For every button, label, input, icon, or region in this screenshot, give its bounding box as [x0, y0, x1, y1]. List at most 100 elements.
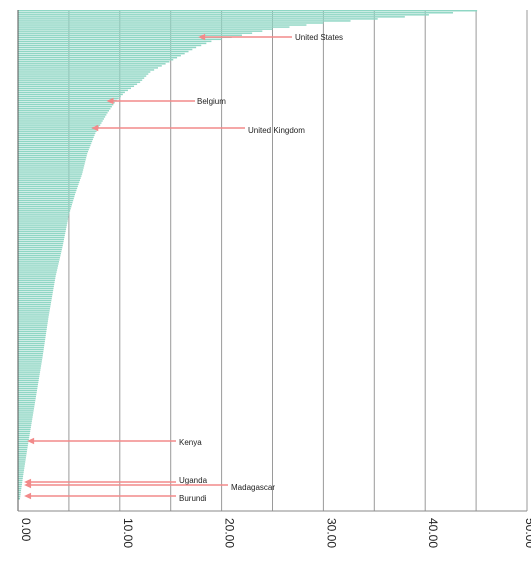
bar [18, 244, 63, 247]
bar [18, 440, 29, 443]
bar [18, 126, 100, 128]
bar [18, 477, 23, 480]
bar [18, 61, 170, 63]
bar [18, 32, 253, 34]
bar [18, 128, 98, 130]
bar [18, 81, 141, 83]
bar [18, 375, 40, 377]
bar [18, 442, 29, 445]
bar [18, 159, 86, 161]
bar [18, 434, 30, 437]
bar [18, 279, 55, 281]
bar [18, 322, 48, 324]
bar [18, 277, 56, 279]
bar [18, 479, 23, 482]
bar [18, 467, 25, 469]
bar [18, 120, 103, 122]
bar [18, 377, 40, 379]
bar [18, 206, 72, 208]
bar [18, 271, 57, 273]
bar [18, 459, 26, 461]
bar [18, 485, 22, 488]
bar [18, 183, 79, 186]
bar [18, 383, 39, 386]
bar [18, 424, 32, 426]
bar [18, 261, 59, 263]
bar [18, 146, 90, 149]
bar [18, 252, 61, 255]
bar [18, 26, 290, 28]
bar [18, 310, 50, 312]
bar [18, 179, 80, 181]
annotations: United States Belgium United Kingdom Kenya U… [24, 33, 343, 503]
bar [18, 412, 34, 414]
bar [18, 389, 38, 392]
bar [18, 150, 89, 153]
bar [18, 453, 27, 455]
bar [18, 273, 57, 275]
bar [18, 402, 35, 404]
bar [18, 367, 41, 369]
bar [18, 97, 119, 100]
bar [18, 473, 24, 475]
bar [18, 340, 45, 343]
bar [18, 36, 232, 39]
bar [18, 242, 64, 245]
bar [18, 344, 45, 347]
bar [18, 491, 21, 494]
bar [18, 438, 29, 441]
bar [18, 175, 82, 177]
bar [18, 12, 454, 14]
bar [18, 493, 21, 496]
bar [18, 52, 185, 55]
bar [18, 426, 31, 428]
bar [18, 230, 66, 232]
bar [18, 469, 25, 471]
bar [18, 451, 27, 453]
bar [18, 461, 26, 463]
gridlines [68, 10, 528, 511]
bar [18, 99, 117, 102]
bar [18, 350, 44, 353]
bar [18, 191, 76, 194]
bar [18, 414, 33, 416]
bar [18, 489, 22, 492]
bar [18, 112, 108, 114]
bar [18, 148, 89, 151]
arrowhead [91, 124, 99, 132]
bar [18, 79, 143, 81]
bar [18, 161, 86, 163]
annotation-label: Kenya [179, 438, 202, 447]
bar [18, 471, 24, 473]
bar [18, 353, 44, 355]
bar [18, 224, 67, 226]
bar [18, 103, 114, 106]
bar [18, 116, 106, 118]
bar [18, 255, 61, 257]
arrowhead [106, 97, 114, 105]
bar [18, 16, 405, 18]
bar [18, 265, 59, 267]
x-tick-label: 50.00 [523, 518, 531, 548]
bar [18, 140, 93, 143]
bar [18, 297, 52, 300]
bar [18, 346, 44, 349]
bar [18, 75, 147, 77]
bar [18, 218, 69, 220]
bar [18, 185, 78, 188]
bar [18, 259, 60, 261]
bar [18, 167, 84, 169]
bar [18, 54, 181, 57]
bar [18, 399, 36, 402]
arrowhead [27, 437, 35, 445]
bar [18, 365, 42, 367]
bar [18, 34, 242, 36]
annotation-label: Burundi [179, 494, 207, 503]
bar [18, 203, 72, 206]
bar [18, 393, 37, 396]
annotation-label: Belgium [197, 97, 226, 106]
bar [18, 432, 30, 435]
bar [18, 328, 47, 330]
bar [18, 163, 85, 165]
bar [18, 263, 59, 265]
